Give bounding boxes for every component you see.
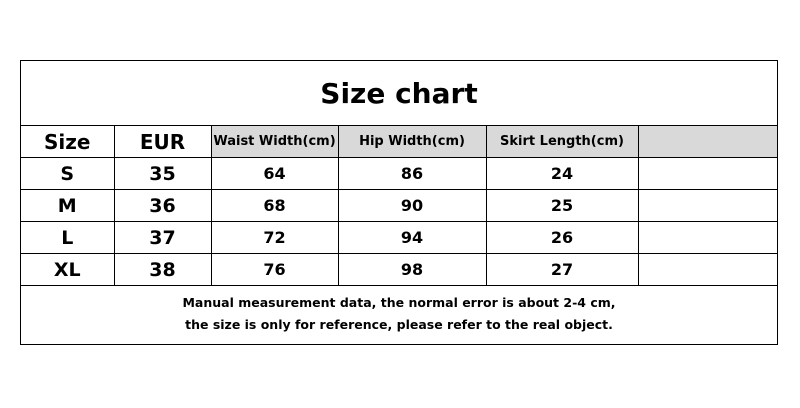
header-empty (637, 125, 777, 158)
header-row: Size EUR Waist Width(cm) Hip Width(cm) S… (21, 125, 777, 158)
table-cell: 38 (113, 253, 212, 286)
table-cell (637, 253, 777, 286)
size-table: Size EUR Waist Width(cm) Hip Width(cm) S… (21, 125, 777, 286)
chart-title: Size chart (21, 61, 777, 126)
table-cell: XL (21, 253, 115, 286)
table-cell: 64 (210, 157, 339, 190)
note-line: the size is only for reference, please r… (185, 316, 613, 332)
table-cell: 26 (485, 221, 639, 254)
table-cell: 94 (337, 221, 487, 254)
table-cell: 25 (485, 189, 639, 222)
table-row: L 37 72 94 26 (21, 221, 777, 254)
table-cell (637, 157, 777, 190)
table-row: S 35 64 86 24 (21, 157, 777, 190)
header-size: Size (21, 125, 115, 158)
table-cell: 27 (485, 253, 639, 286)
table-row: XL 38 76 98 27 (21, 253, 777, 286)
header-waist: Waist Width(cm) (210, 125, 339, 158)
header-eur: EUR (113, 125, 212, 158)
table-cell: 24 (485, 157, 639, 190)
table-cell: 36 (113, 189, 212, 222)
table-cell (637, 189, 777, 222)
table-cell: 68 (210, 189, 339, 222)
table-cell: 86 (337, 157, 487, 190)
table-cell: 76 (210, 253, 339, 286)
header-skirt: Skirt Length(cm) (485, 125, 639, 158)
table-cell: 72 (210, 221, 339, 254)
table-cell: L (21, 221, 115, 254)
table-cell (637, 221, 777, 254)
measurement-note: Manual measurement data, the normal erro… (21, 283, 777, 344)
table-cell: S (21, 157, 115, 190)
table-cell: 90 (337, 189, 487, 222)
note-line: Manual measurement data, the normal erro… (182, 294, 616, 310)
table-cell: 35 (113, 157, 212, 190)
table-cell: 37 (113, 221, 212, 254)
header-hip: Hip Width(cm) (337, 125, 487, 158)
table-cell: 98 (337, 253, 487, 286)
table-row: M 36 68 90 25 (21, 189, 777, 222)
size-chart: Size chart Size EUR Waist Width(cm) Hip … (20, 60, 778, 345)
table-cell: M (21, 189, 115, 222)
